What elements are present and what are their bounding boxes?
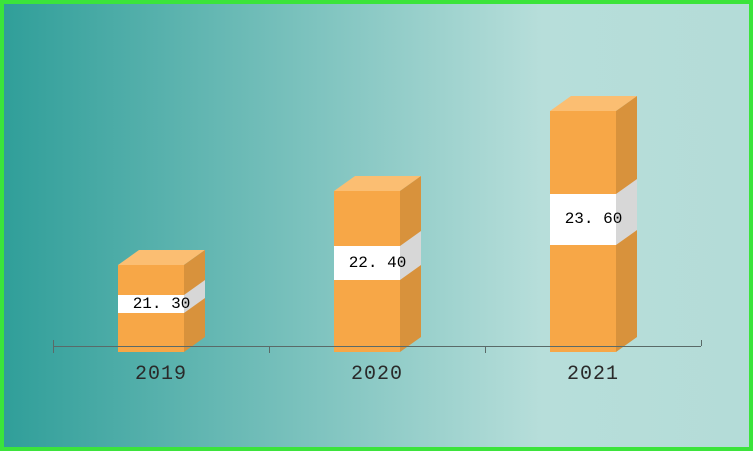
axis-tick-2 (485, 346, 486, 353)
axis-tick-start (53, 340, 54, 353)
value-band (118, 295, 184, 313)
bar-top-face (118, 250, 205, 265)
category-label: 2021 (566, 363, 619, 386)
category-label: 2020 (350, 363, 403, 386)
axis-tick-end (701, 340, 702, 346)
value-band (334, 246, 400, 280)
axis-tick-1 (269, 346, 270, 353)
bar-top-face (550, 96, 637, 111)
bar-front-face: 21. 30 (118, 265, 190, 352)
x-axis-line (53, 346, 701, 347)
value-label: 23. 60 (564, 210, 623, 228)
value-label: 22. 40 (348, 254, 407, 272)
value-band (550, 194, 616, 245)
category-label: 2019 (134, 363, 187, 386)
bar-front-face: 22. 40 (334, 191, 406, 352)
bar-front-face: 23. 60 (550, 111, 622, 352)
value-label: 21. 30 (132, 295, 191, 313)
bar-top-face (334, 176, 421, 191)
